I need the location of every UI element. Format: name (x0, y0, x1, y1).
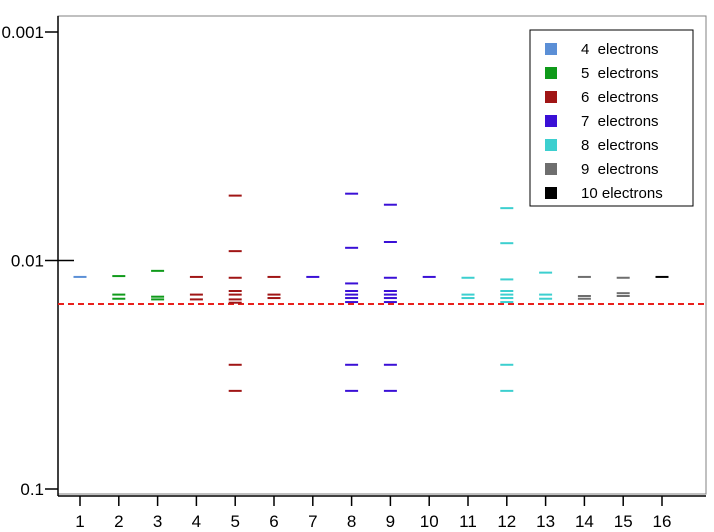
x-tick-label: 10 (420, 512, 439, 531)
x-tick-label: 13 (536, 512, 555, 531)
x-tick-label: 8 (347, 512, 356, 531)
x-tick-label: 5 (230, 512, 239, 531)
x-axis: 1 2 3 4 5 6 7 8 9 10 11 12 13 14 15 16 (75, 496, 671, 531)
legend-label: 5 electrons (581, 65, 659, 82)
x-tick-label: 12 (497, 512, 516, 531)
y-tick-label: 0.01 (11, 252, 44, 271)
legend-box (529, 29, 694, 207)
y-tick-label: 0.1 (20, 480, 44, 499)
x-tick-label: 1 (75, 512, 84, 531)
x-tick-label: 3 (153, 512, 162, 531)
y-tick-label: 0.001 (1, 23, 44, 42)
legend-label: 4 electrons (581, 41, 659, 58)
legend-swatch (545, 115, 557, 127)
x-tick-label: 15 (614, 512, 633, 531)
x-tick-label: 6 (269, 512, 278, 531)
legend-swatch (545, 163, 557, 175)
x-tick-label: 2 (114, 512, 123, 531)
legend-swatch (545, 43, 557, 55)
legend-label: 8 electrons (581, 137, 659, 154)
legend-swatch (545, 139, 557, 151)
legend: 4 electrons 5 electrons 6 electrons 7 elect… (529, 29, 694, 207)
legend-label: 9 electrons (581, 161, 659, 178)
y-axis: 0.001 0.01 0.1 (1, 23, 74, 499)
plot-frame (57, 15, 707, 497)
legend-swatch (545, 91, 557, 103)
legend-label: 6 electrons (581, 89, 659, 106)
x-tick-label: 11 (459, 512, 477, 531)
legend-label: 7 electrons (581, 113, 659, 130)
legend-label: 10 electrons (581, 185, 663, 202)
x-tick-label: 14 (575, 512, 594, 531)
x-tick-label: 7 (308, 512, 317, 531)
x-tick-label: 9 (386, 512, 395, 531)
x-tick-label: 4 (192, 512, 201, 531)
legend-swatch (545, 187, 557, 199)
x-tick-label: 16 (653, 512, 672, 531)
legend-swatch (545, 67, 557, 79)
data-marks (73, 192, 669, 392)
